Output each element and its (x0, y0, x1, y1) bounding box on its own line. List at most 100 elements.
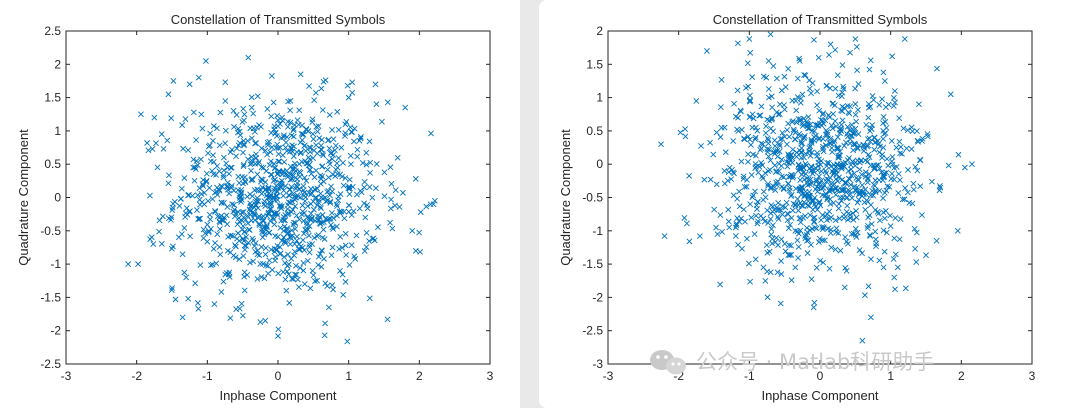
data-point (814, 206, 821, 213)
data-point (867, 192, 874, 199)
data-point (745, 260, 752, 267)
data-point (180, 145, 187, 152)
data-point (309, 116, 316, 123)
data-point (945, 162, 952, 169)
data-point (389, 225, 396, 232)
data-point (815, 159, 822, 166)
data-point (889, 170, 895, 177)
data-point (249, 160, 255, 167)
data-point (845, 210, 852, 217)
data-point (777, 136, 784, 142)
data-point (311, 97, 318, 104)
data-point (867, 233, 874, 239)
data-point (879, 96, 886, 103)
data-point (301, 174, 308, 181)
data-point (758, 159, 765, 166)
data-point (717, 134, 724, 141)
data-point (790, 200, 797, 207)
data-point (165, 215, 172, 222)
data-point (299, 202, 306, 209)
data-point (872, 139, 879, 146)
data-point (349, 89, 356, 96)
data-point (847, 140, 853, 147)
data-point (283, 148, 290, 154)
data-point (168, 245, 175, 252)
data-point (259, 234, 266, 241)
scatter-series (125, 54, 438, 345)
data-point (892, 251, 899, 258)
data-point (271, 126, 277, 133)
data-point (800, 203, 807, 210)
x-tick-label: 3 (1029, 369, 1036, 383)
data-point (205, 150, 211, 157)
data-point (783, 199, 790, 206)
data-point (258, 176, 265, 183)
data-point (297, 265, 304, 271)
data-point (740, 173, 747, 180)
data-point (388, 180, 395, 187)
data-point (781, 133, 788, 140)
data-point (770, 222, 776, 229)
data-point (198, 111, 205, 118)
y-tick-label: 2 (54, 57, 61, 71)
data-point (224, 204, 231, 210)
y-tick-label: -2 (592, 290, 603, 304)
data-point (350, 208, 357, 215)
data-point (342, 278, 349, 285)
data-point (301, 210, 308, 216)
data-point (772, 168, 779, 175)
data-point (243, 233, 250, 240)
data-point (335, 126, 342, 133)
data-point (730, 138, 737, 144)
data-point (231, 201, 237, 208)
data-point (168, 115, 175, 122)
data-point (810, 198, 816, 205)
data-point (255, 205, 261, 212)
data-point (187, 233, 194, 240)
data-point (209, 167, 215, 174)
data-point (366, 238, 373, 244)
data-point (195, 74, 202, 81)
data-point (238, 189, 245, 196)
x-tick-label: -2 (131, 369, 142, 383)
data-point (343, 118, 350, 125)
data-point (871, 164, 878, 170)
data-point (203, 177, 210, 184)
data-point (292, 174, 299, 181)
data-point (826, 265, 833, 272)
data-point (287, 163, 294, 170)
data-point (306, 241, 313, 248)
data-point (240, 223, 247, 229)
data-point (765, 94, 772, 101)
data-point (195, 216, 202, 222)
data-point (903, 145, 910, 152)
data-point (249, 135, 255, 142)
data-point (306, 167, 313, 174)
data-point (785, 152, 792, 159)
x-tick-label: -2 (673, 369, 684, 383)
data-point (767, 31, 774, 38)
data-point (787, 221, 794, 228)
data-point (196, 215, 203, 222)
data-point (840, 85, 847, 92)
data-point (243, 243, 250, 249)
data-point (867, 314, 874, 321)
data-point (295, 246, 302, 253)
data-point (916, 101, 922, 108)
data-point (802, 235, 809, 242)
data-point (190, 156, 197, 163)
data-point (820, 224, 827, 231)
data-point (214, 231, 221, 238)
data-point (758, 103, 765, 110)
data-point (919, 135, 926, 142)
data-point (197, 201, 203, 208)
data-point (937, 184, 944, 191)
data-point (310, 155, 316, 162)
data-point (888, 138, 895, 144)
data-point (222, 79, 229, 86)
data-point (315, 232, 322, 238)
data-point (314, 128, 321, 135)
data-point (854, 229, 861, 236)
data-point (317, 220, 323, 227)
data-point (707, 176, 714, 183)
